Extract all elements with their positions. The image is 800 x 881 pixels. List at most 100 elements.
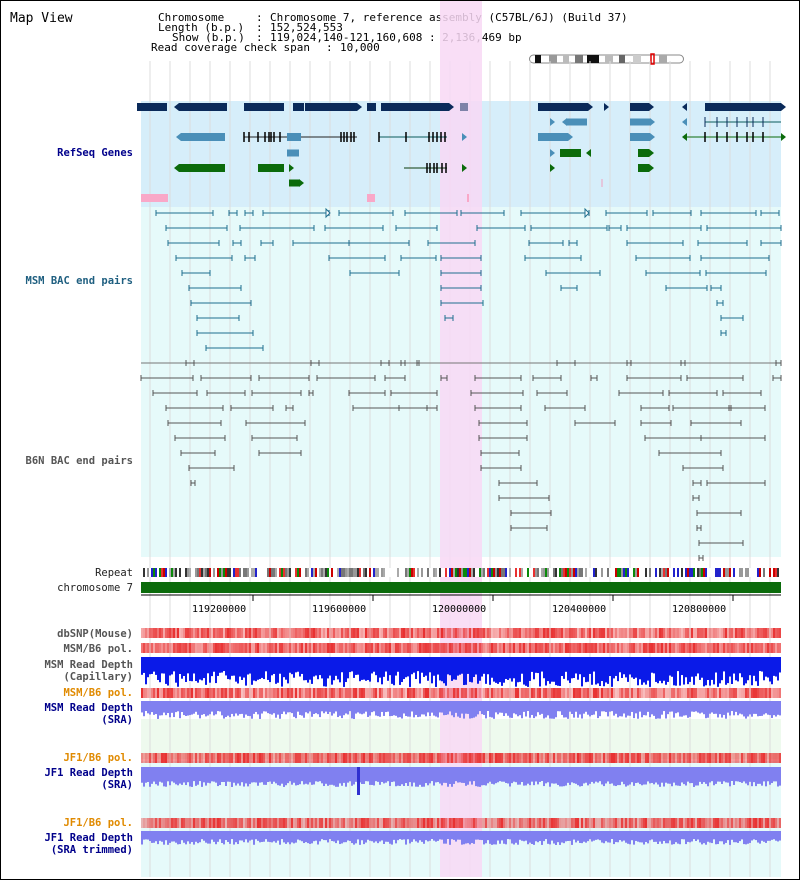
polymorphism-bar [507,628,509,638]
read-depth-bar [563,831,565,844]
polymorphism-bar [583,688,585,698]
polymorphism-bar [703,753,705,763]
read-depth-bar [189,657,191,681]
read-depth-bar [227,657,229,680]
read-depth-bar [775,657,777,677]
read-depth-bar [457,701,459,717]
polymorphism-bar [515,643,517,653]
repeat-bar [339,568,341,577]
polymorphism-bar [331,628,333,638]
repeat-bar [661,568,663,577]
repeat-bar [169,568,171,577]
polymorphism-bar [177,753,179,763]
polymorphism-bar [445,753,447,763]
polymorphism-bar [289,688,291,698]
read-depth-bar [499,767,501,782]
polymorphism-bar [465,688,467,698]
polymorphism-bar [365,643,367,653]
polymorphism-bar [541,643,543,653]
track-label-msm-bac[interactable]: MSM BAC end pairs [25,275,133,287]
polymorphism-bar [309,643,311,653]
polymorphism-bar [577,688,579,698]
track-label-jf1-depth-1[interactable]: JF1 Read Depth [44,767,133,779]
repeat-bar [465,568,467,577]
read-depth-bar [447,657,449,675]
polymorphism-bar [769,688,771,698]
track-label-dbsnp[interactable]: dbSNP(Mouse) [57,628,133,640]
read-depth-bar [569,767,571,785]
read-depth-bar [155,657,157,675]
polymorphism-bar [369,628,371,638]
polymorphism-bar [493,628,495,638]
polymorphism-bar [215,688,217,698]
read-depth-bar [771,701,773,718]
track-label-jf1-depth-2[interactable]: JF1 Read Depth [44,832,133,844]
polymorphism-bar [391,688,393,698]
gene-feature [258,164,284,172]
polymorphism-bar [373,628,375,638]
read-depth-bar [523,657,525,685]
read-depth-bar [673,657,675,686]
read-depth-bar [641,657,643,685]
read-depth-bar [233,767,235,783]
polymorphism-bar [667,753,669,763]
polymorphism-bar [525,628,527,638]
polymorphism-bar [367,643,369,653]
read-depth-bar [595,767,597,782]
polymorphism-bar [733,628,735,638]
read-depth-bar [631,831,633,841]
polymorphism-bar [441,818,443,828]
track-label-msm-depth-sra[interactable]: MSM Read Depth [44,702,133,714]
read-depth-bar [471,701,473,719]
polymorphism-bar [233,643,235,653]
polymorphism-bar [387,753,389,763]
read-depth-bar [597,831,599,840]
read-depth-bar [279,701,281,719]
read-depth-bar [173,831,175,842]
polymorphism-bar [195,818,197,828]
read-depth-bar [165,701,167,716]
coverage-label: Read coverage check span [151,41,310,54]
repeat-bar [311,568,313,577]
read-depth-bar [583,657,585,678]
repeat-bar [551,568,553,577]
read-depth-bar [599,701,601,717]
read-depth-bar [415,831,417,842]
track-label-jf1-b6-pol-1[interactable]: JF1/B6 pol. [63,752,133,764]
read-depth-bar [719,657,721,684]
gene-feature [289,179,299,187]
polymorphism-bar [517,753,519,763]
polymorphism-bar [641,628,643,638]
polymorphism-bar [461,753,463,763]
track-label-msm-b6-pol[interactable]: MSM/B6 pol. [63,643,133,655]
polymorphism-bar [145,753,147,763]
polymorphism-bar [765,628,767,638]
track-label-refseq[interactable]: RefSeq Genes [57,147,133,159]
repeat-bar [581,568,583,577]
read-depth-bar [731,831,733,840]
track-label-repeat[interactable]: Repeat [95,567,133,579]
repeat-bar [431,568,433,577]
read-depth-bar [747,657,749,681]
track-label-msm-depth-capillary[interactable]: MSM Read Depth [44,659,133,671]
track-label-jf1-b6-pol-2[interactable]: JF1/B6 pol. [63,817,133,829]
polymorphism-bar [705,643,707,653]
chromosome-ideogram[interactable] [529,53,685,65]
polymorphism-bar [749,818,751,828]
read-depth-bar [599,767,601,782]
polymorphism-bar [187,643,189,653]
track-label-chromosome[interactable]: chromosome 7 [57,582,133,594]
repeat-bar [295,568,297,577]
read-depth-bar [693,701,695,712]
polymorphism-bar [533,643,535,653]
polymorphism-bar [647,753,649,763]
polymorphism-bar [243,643,245,653]
track-label-b6n-bac[interactable]: B6N BAC end pairs [25,455,133,467]
polymorphism-bar [273,753,275,763]
track-label-msm-b6-pol-sra[interactable]: MSM/B6 pol. [63,687,133,699]
read-depth-bar [257,767,259,786]
read-depth-bar [727,831,729,841]
repeat-bar [487,568,489,577]
polymorphism-bar [259,818,261,828]
